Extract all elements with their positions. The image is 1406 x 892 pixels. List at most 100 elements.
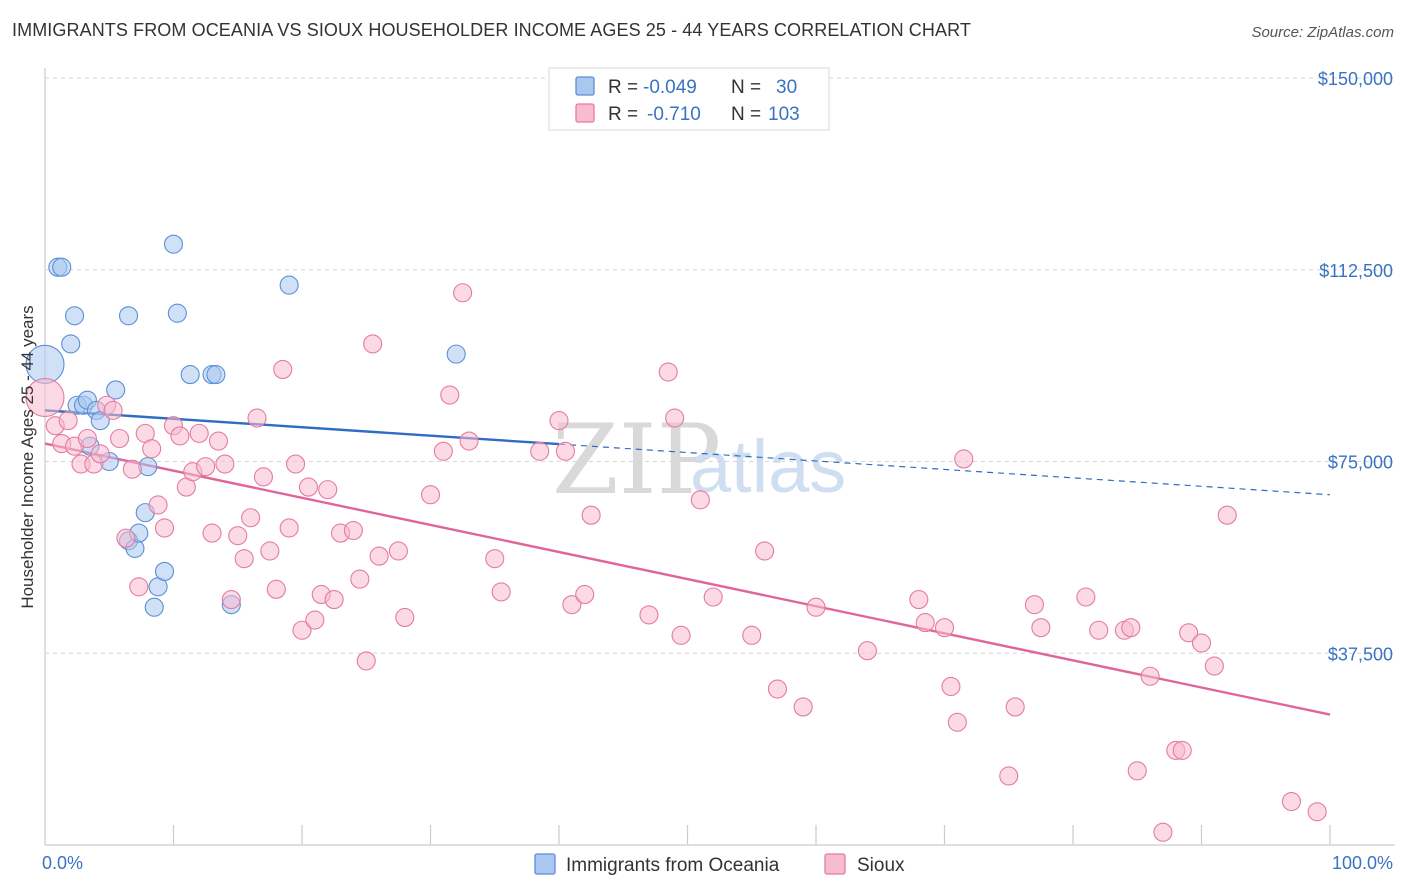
sioux-point (530, 441, 550, 461)
y-tick-label: $37,500 (1328, 644, 1393, 664)
y-tick-label: $75,000 (1328, 453, 1393, 473)
sioux-point (109, 428, 130, 449)
sioux-point (116, 528, 136, 548)
y-tick-labels: $37,500 $75,000 $112,500 $150,000 (1318, 69, 1393, 664)
x-tick-label: 0.0% (42, 853, 83, 873)
sioux-point (343, 520, 363, 541)
x-tick-label: 100.0% (1332, 853, 1393, 873)
legend-swatch-sioux (575, 103, 595, 123)
sioux-point (1191, 633, 1212, 653)
chart-source: Source: ZipAtlas.com (1251, 24, 1394, 41)
sioux-point (260, 541, 280, 561)
legend-n-value-oceania: 30 (776, 77, 797, 98)
sioux-point (58, 411, 78, 431)
oceania-point (106, 380, 126, 400)
sioux-point (253, 467, 274, 487)
sioux-point (369, 546, 389, 566)
sioux-point (1005, 697, 1025, 717)
series-legend-label-sioux: Sioux (857, 855, 905, 876)
sioux-point (690, 490, 710, 510)
sioux-point (363, 334, 383, 354)
legend-n-label-oceania: N = (731, 77, 761, 98)
sioux-point (909, 590, 929, 610)
series-legend: Immigrants from Oceania Sioux (534, 853, 905, 876)
sioux-point (356, 651, 376, 671)
sioux-point (142, 439, 162, 459)
oceania-point (167, 303, 187, 323)
sioux-point (1121, 618, 1141, 638)
sioux-point (148, 495, 168, 515)
sioux-point (742, 625, 762, 645)
sioux-point (1179, 623, 1199, 643)
y-tick-label: $112,500 (1319, 261, 1393, 281)
sioux-point (671, 625, 691, 645)
sioux-point (1281, 791, 1301, 812)
sioux-trend-line (44, 442, 1331, 716)
sioux-point (388, 541, 408, 561)
sioux-point (665, 408, 685, 428)
sioux-point (273, 359, 293, 380)
sioux-point (154, 518, 175, 538)
sioux-point (279, 518, 299, 538)
sioux-point (196, 457, 216, 477)
sioux-point (1127, 761, 1147, 781)
sioux-point (215, 454, 235, 474)
sioux-point (549, 411, 569, 431)
y-axis-label: Householder Income Ages 25 - 44 years (18, 305, 37, 608)
sioux-point (1076, 587, 1096, 607)
sioux-point (1140, 666, 1160, 686)
sioux-point (350, 569, 370, 589)
sioux-point (292, 620, 312, 640)
sioux-point (703, 587, 723, 607)
oceania-point (154, 561, 175, 581)
sioux-point (806, 597, 826, 617)
sioux-point (202, 523, 222, 543)
sioux-point (485, 549, 505, 569)
series-legend-swatch-sioux (824, 853, 846, 875)
sioux-point (658, 362, 678, 382)
sioux-point (941, 676, 961, 697)
oceania-point (144, 597, 164, 617)
legend-swatch-oceania (575, 76, 595, 96)
sioux-point (915, 613, 935, 633)
sioux-point (77, 428, 97, 449)
chart-title: IMMIGRANTS FROM OCEANIA VS SIOUX HOUSEHO… (12, 20, 971, 40)
sioux-point (103, 400, 123, 420)
x-tick-labels: 0.0% 100.0% (42, 853, 1393, 873)
sioux-point (129, 577, 149, 597)
sioux-point (228, 526, 248, 546)
legend-r-label-oceania: R = (608, 77, 638, 98)
oceania-point (446, 344, 466, 364)
oceania-point (180, 365, 200, 385)
sioux-point (266, 579, 286, 599)
axes (44, 68, 1395, 846)
sioux-point (241, 508, 261, 528)
sioux-point (305, 610, 325, 630)
sioux-point (247, 408, 267, 428)
data-points (25, 234, 1327, 842)
sioux-point (318, 480, 338, 500)
sioux-point (1172, 740, 1192, 760)
sioux-point (298, 477, 318, 497)
sioux-point (857, 641, 877, 661)
oceania-point (118, 306, 139, 326)
sioux-point (1089, 620, 1109, 640)
series-legend-label-oceania: Immigrants from Oceania (566, 855, 780, 876)
sioux-point (767, 679, 788, 699)
legend-n-value-sioux: 103 (768, 104, 800, 125)
oceania-point (65, 306, 85, 326)
sioux-point (453, 283, 473, 303)
sioux-point (25, 378, 65, 418)
sioux-point (324, 590, 344, 610)
sioux-point (433, 441, 453, 461)
sioux-point (581, 505, 601, 525)
sioux-point (491, 582, 511, 602)
legend-r-value-sioux: -0.710 (647, 104, 701, 125)
sioux-point (90, 444, 110, 464)
sioux-point (221, 590, 241, 610)
sioux-point (934, 618, 955, 638)
sioux-point (459, 431, 479, 451)
y-tick-label: $150,000 (1318, 69, 1393, 89)
sioux-point (1024, 595, 1044, 615)
